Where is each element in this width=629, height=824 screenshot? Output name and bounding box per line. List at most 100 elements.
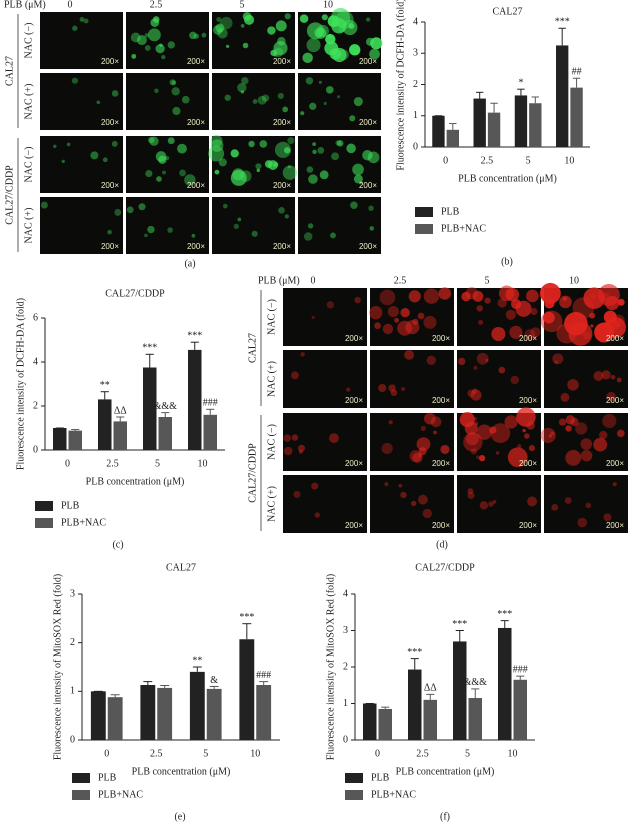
cell (79, 16, 85, 22)
column-label: 0 (68, 0, 73, 10)
bar (363, 703, 377, 740)
cell (497, 298, 507, 308)
legend-swatch (415, 224, 433, 234)
cell (423, 288, 440, 304)
bar (432, 115, 445, 147)
x-tick-label: 2.5 (481, 155, 494, 166)
legend-swatch (72, 773, 90, 783)
significance: *** (497, 609, 512, 620)
significance: *** (407, 647, 422, 658)
cell (152, 16, 160, 23)
micrograph (457, 475, 541, 533)
cell (311, 482, 319, 490)
cell (590, 324, 594, 328)
cell (507, 447, 528, 468)
x-axis-label: PLB concentration (μM) (396, 766, 495, 777)
x-axis-label: PLB concentration (μM) (86, 476, 185, 487)
cell (155, 151, 167, 162)
cell (240, 24, 245, 28)
y-tick-label: 6 (33, 312, 38, 323)
cell (401, 386, 406, 391)
legend-swatch (345, 773, 363, 783)
significance: ΔΔ (424, 683, 437, 694)
cell (61, 159, 65, 164)
cell (474, 421, 479, 426)
bar (556, 45, 569, 147)
cell (149, 136, 159, 146)
micrograph (370, 475, 454, 533)
cell (155, 43, 165, 54)
x-tick-label: 0 (65, 458, 70, 469)
cell (215, 23, 225, 33)
cell (488, 501, 494, 507)
cell (558, 418, 567, 426)
cell (467, 389, 475, 398)
cell (552, 353, 564, 365)
bar (446, 129, 459, 147)
y-tick-label: 2 (70, 637, 75, 648)
micrograph (283, 288, 367, 346)
cell (275, 20, 287, 32)
cell (478, 319, 484, 325)
column-label: 2.5 (150, 0, 163, 10)
micrograph (126, 136, 209, 193)
cell (426, 355, 436, 365)
cell (575, 422, 588, 435)
cell (568, 321, 593, 346)
cell (381, 442, 393, 455)
cell (349, 44, 361, 56)
chart-title: CAL27 (166, 562, 196, 573)
cell (319, 170, 329, 180)
cell (284, 13, 291, 20)
cell (331, 18, 347, 34)
legend-swatch (72, 790, 90, 800)
micrograph (544, 475, 628, 533)
cell (283, 434, 292, 442)
cell (524, 329, 536, 340)
significance: *** (555, 17, 570, 28)
header: PLB (μM) (258, 275, 300, 286)
x-tick-label: 0 (375, 748, 380, 759)
x-tick-label: 2.5 (106, 458, 119, 469)
cell (346, 143, 356, 154)
panel-label: (c) (112, 539, 123, 550)
cell (528, 444, 536, 452)
significance: ### (256, 670, 271, 681)
cell (484, 297, 491, 304)
cell (404, 349, 415, 360)
cell (515, 300, 532, 317)
cell (400, 491, 407, 499)
cell (241, 77, 249, 85)
y-tick-label: 2 (413, 79, 418, 90)
column-label: 0 (311, 275, 316, 286)
cell (354, 296, 361, 304)
cell (589, 312, 596, 319)
cell (594, 322, 615, 343)
x-tick-label: 0 (443, 155, 448, 166)
cell (277, 92, 284, 100)
magnification: 200× (519, 334, 537, 343)
cell (184, 174, 196, 186)
chart-title: CAL27/CDDP (105, 288, 165, 299)
cell (312, 142, 316, 146)
cell (248, 140, 255, 148)
cell (476, 352, 489, 365)
cell (616, 429, 625, 438)
micrograph (40, 73, 123, 130)
group-label: CAL27/CDDP (247, 443, 258, 503)
x-tick-label: 10 (508, 748, 518, 759)
micrograph (298, 73, 381, 130)
cell (326, 301, 334, 309)
column-label: 10 (323, 0, 333, 10)
cell (232, 168, 245, 181)
cell (498, 285, 515, 301)
cell (417, 494, 428, 505)
cell (305, 77, 314, 85)
cell (111, 90, 119, 97)
cell (572, 297, 595, 319)
magnification: 200× (345, 396, 363, 405)
cell (214, 169, 220, 175)
micrograph (544, 350, 628, 408)
bar (140, 685, 156, 740)
